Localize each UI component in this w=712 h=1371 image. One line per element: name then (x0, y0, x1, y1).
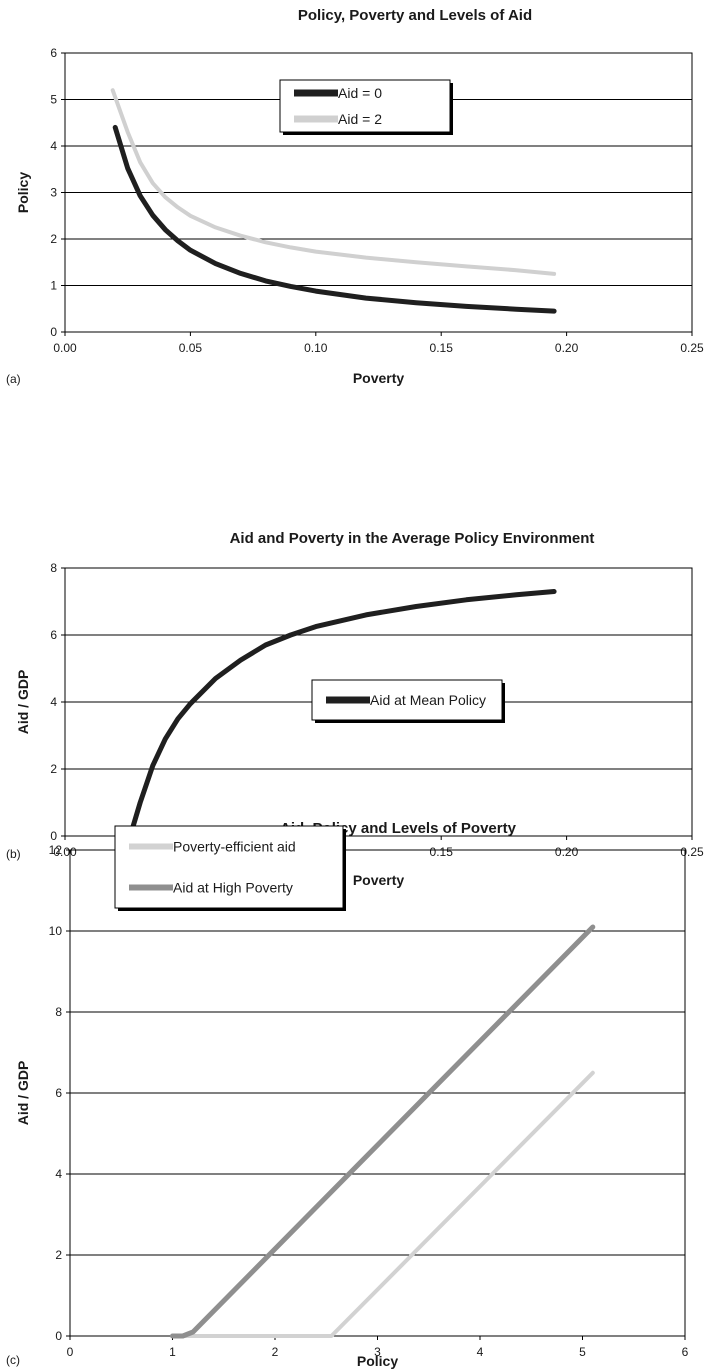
panel-label: (b) (6, 847, 21, 861)
y-tick-label: 2 (50, 762, 57, 776)
x-axis-label: Policy (357, 1353, 398, 1369)
legend-box (114, 825, 344, 909)
x-tick-label: 3 (374, 1345, 381, 1359)
series-line (110, 88, 557, 276)
y-tick-label: 2 (50, 232, 57, 246)
plot-area (69, 849, 686, 1337)
x-tick-label: 6 (682, 1345, 689, 1359)
y-tick-label: 6 (55, 1086, 62, 1100)
x-tick-label: 0.15 (430, 845, 454, 859)
y-tick-label: 2 (55, 1248, 62, 1262)
plot-area (64, 52, 693, 333)
legend: Poverty-efficient aid Aid at High Poverty (114, 825, 346, 911)
y-axis-label: Aid / GDP (15, 670, 31, 735)
y-tick-label: 12 (49, 843, 63, 857)
x-tick-label: 0.20 (555, 341, 579, 355)
legend-label: Aid at Mean Policy (370, 692, 486, 708)
y-tick-label: 8 (50, 561, 57, 575)
y-tick-label: 0 (50, 829, 57, 843)
y-tick-label: 4 (55, 1167, 62, 1181)
legend-label: Aid = 0 (338, 85, 382, 101)
y-tick-label: 4 (50, 139, 57, 153)
x-tick-label: 0.25 (680, 845, 704, 859)
legend: Aid at Mean Policy (311, 679, 505, 723)
x-tick-label: 0.00 (53, 341, 77, 355)
x-tick-label: 0.15 (430, 341, 454, 355)
plot-area (64, 567, 693, 837)
y-tick-label: 8 (55, 1005, 62, 1019)
legend-label: Poverty-efficient aid (173, 839, 296, 855)
y-tick-label: 1 (50, 279, 57, 293)
legend-box (279, 79, 451, 133)
y-tick-label: 10 (49, 924, 63, 938)
x-axis-label: Poverty (353, 872, 405, 888)
legend-label: Aid = 2 (338, 111, 382, 127)
x-tick-label: 0.10 (304, 341, 328, 355)
x-tick-label: 0.25 (680, 341, 704, 355)
y-tick-label: 0 (55, 1329, 62, 1343)
x-tick-label: 0.05 (179, 341, 203, 355)
panel-label: (c) (6, 1353, 20, 1367)
legend: Aid = 0 Aid = 2 (279, 79, 453, 135)
series-line (170, 1070, 595, 1338)
y-tick-label: 4 (50, 695, 57, 709)
panel-label: (a) (6, 372, 21, 386)
series-line (127, 589, 557, 839)
y-axis-label: Aid / GDP (15, 1061, 31, 1126)
chart-title: Aid and Poverty in the Average Policy En… (230, 530, 595, 547)
legend-label: Aid at High Poverty (173, 880, 293, 896)
x-tick-label: 0.20 (555, 845, 579, 859)
y-tick-label: 3 (50, 186, 57, 200)
x-tick-label: 4 (477, 1345, 484, 1359)
x-tick-label: 5 (579, 1345, 586, 1359)
y-tick-label: 6 (50, 46, 57, 60)
y-tick-label: 5 (50, 93, 57, 107)
x-tick-label: 0 (67, 1345, 74, 1359)
y-tick-label: 0 (50, 325, 57, 339)
chart-panel-c: Aid, Policy and Levels of Poverty0246810… (6, 820, 689, 1369)
chart-panel-b: Aid and Poverty in the Average Policy En… (6, 530, 704, 888)
series-line (170, 924, 596, 1339)
series-line (112, 124, 557, 314)
x-tick-label: 2 (272, 1345, 279, 1359)
y-tick-label: 6 (50, 628, 57, 642)
x-tick-label: 1 (169, 1345, 176, 1359)
chart-title: Policy, Poverty and Levels of Aid (298, 7, 532, 24)
chart-panel-a: Policy, Poverty and Levels of Aid 0 1 2 3 4 5 6… (6, 7, 704, 386)
x-tick-label: 0.00 (53, 845, 77, 859)
x-axis-label: Poverty (353, 370, 405, 386)
y-axis-label: Policy (15, 172, 31, 213)
